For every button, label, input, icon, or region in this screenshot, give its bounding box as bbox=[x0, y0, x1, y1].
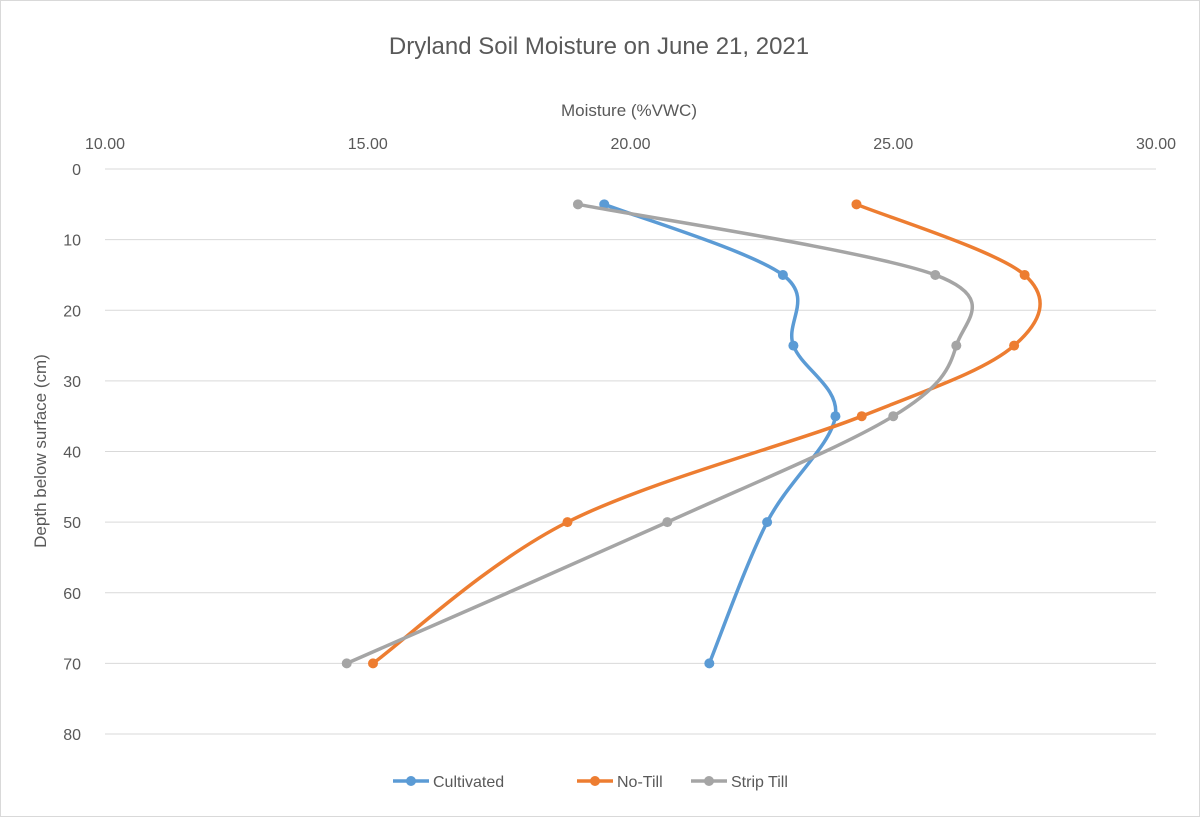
y-tick-label: 10 bbox=[63, 233, 81, 250]
x-axis-title: Moisture (%VWC) bbox=[561, 101, 697, 120]
x-tick-label: 10.00 bbox=[85, 136, 125, 153]
x-tick-label: 15.00 bbox=[348, 136, 388, 153]
legend-marker bbox=[704, 776, 714, 786]
series-strip-till bbox=[341, 199, 974, 669]
legend-marker bbox=[590, 776, 600, 786]
x-tick-label: 30.00 bbox=[1136, 136, 1176, 153]
y-tick-label: 70 bbox=[63, 656, 81, 673]
y-tick-label: 40 bbox=[63, 445, 81, 462]
data-point bbox=[951, 340, 962, 351]
chart-title: Dryland Soil Moisture on June 21, 2021 bbox=[389, 33, 809, 60]
legend-label: Cultivated bbox=[433, 774, 504, 791]
y-tick-label: 0 bbox=[72, 162, 81, 179]
legend-item: Strip Till bbox=[691, 774, 788, 791]
y-tick-label: 60 bbox=[63, 586, 81, 603]
data-point bbox=[368, 658, 379, 669]
data-point bbox=[1019, 269, 1030, 280]
data-point bbox=[599, 199, 610, 210]
y-tick-label: 50 bbox=[63, 515, 81, 532]
y-tick-label: 80 bbox=[63, 727, 81, 744]
data-point bbox=[662, 517, 673, 528]
data-point bbox=[788, 340, 799, 351]
legend-label: No-Till bbox=[617, 774, 663, 791]
data-point bbox=[762, 517, 773, 528]
series-line bbox=[371, 202, 1042, 666]
series-line bbox=[602, 202, 838, 666]
data-point bbox=[930, 269, 941, 280]
legend-marker bbox=[406, 776, 416, 786]
y-tick-label: 30 bbox=[63, 374, 81, 391]
data-point bbox=[888, 411, 899, 422]
data-point bbox=[851, 199, 862, 210]
data-point bbox=[562, 517, 573, 528]
data-point bbox=[704, 658, 715, 669]
legend-item: No-Till bbox=[577, 774, 663, 791]
series-cultivated bbox=[599, 199, 841, 669]
data-point bbox=[830, 411, 841, 422]
data-point bbox=[856, 411, 867, 422]
series-line bbox=[344, 202, 974, 666]
data-point bbox=[341, 658, 352, 669]
y-axis-title: Depth below surface (cm) bbox=[31, 354, 50, 548]
y-tick-label: 20 bbox=[63, 303, 81, 320]
x-tick-label: 20.00 bbox=[610, 136, 650, 153]
series-no-till bbox=[368, 199, 1042, 669]
data-point bbox=[777, 269, 788, 280]
data-point bbox=[1009, 340, 1020, 351]
x-tick-label: 25.00 bbox=[873, 136, 913, 153]
legend-item: Cultivated bbox=[393, 774, 504, 791]
legend-label: Strip Till bbox=[731, 774, 788, 791]
data-point bbox=[572, 199, 583, 210]
